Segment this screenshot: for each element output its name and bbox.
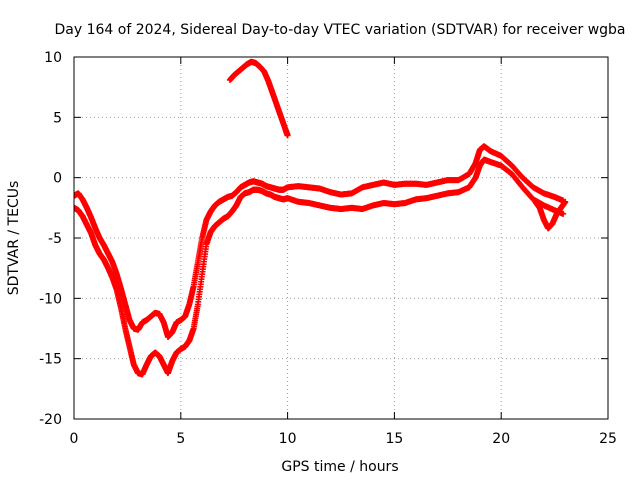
data-point [284,132,291,139]
y-tick-label: -5 [48,231,62,247]
grid [74,57,608,419]
x-tick-label: 10 [279,431,297,447]
x-axis-title: GPS time / hours [281,459,398,475]
data-series [226,58,291,139]
data-series [74,143,567,340]
y-tick-label: -15 [39,352,62,368]
x-tick-label: 15 [385,431,403,447]
y-tick-label: -10 [39,291,62,307]
x-tick-label: 25 [599,431,617,447]
data-point [562,198,569,205]
y-axis-title: SDTVAR / TECUs [6,181,22,296]
y-tick-label: 0 [53,171,62,187]
plot-area [74,58,569,378]
x-tick-label: 0 [70,431,79,447]
data-series [532,198,569,232]
x-tick-label: 20 [492,431,510,447]
tick-labels: 0 5 10 15 20 25 -20 -15 -10 -5 0 5 10 [39,50,617,447]
y-tick-label: 10 [44,50,62,66]
y-tick-label: -20 [39,412,62,428]
chart-title: Day 164 of 2024, Sidereal Day-to-day VTE… [54,22,625,38]
data-series [74,156,567,378]
data-point [560,210,567,217]
y-tick-label: 5 [53,110,62,126]
plot-frame [73,56,609,420]
x-tick-label: 5 [176,431,185,447]
